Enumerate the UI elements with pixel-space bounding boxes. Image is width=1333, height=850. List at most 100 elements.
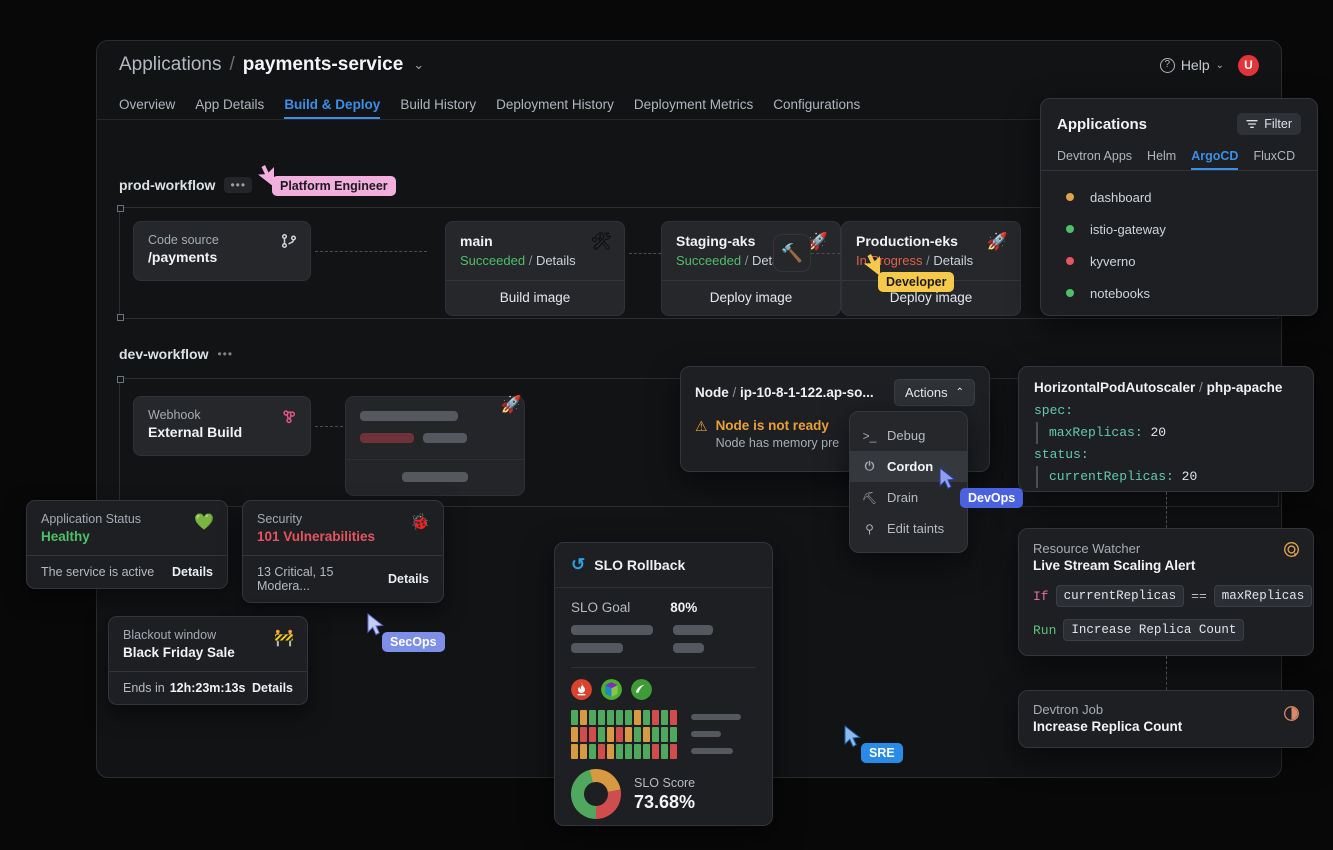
heatmap-cell bbox=[616, 744, 623, 759]
apps-tab-argocd[interactable]: ArgoCD bbox=[1191, 149, 1238, 170]
applications-panel-header: Applications Filter bbox=[1041, 99, 1317, 141]
production-details-link[interactable]: Details bbox=[933, 253, 974, 268]
node-build[interactable]: main Succeeded / Details 🛠 Build image bbox=[445, 221, 625, 316]
slo-goal-value: 80% bbox=[670, 600, 698, 615]
list-item[interactable]: istio-gateway bbox=[1057, 213, 1301, 245]
node-warning-text: Node is not ready Node has memory pre bbox=[716, 418, 840, 450]
applications-panel-title: Applications bbox=[1057, 115, 1148, 133]
heatmap-cell bbox=[589, 727, 596, 742]
tab-deployment-metrics[interactable]: Deployment Metrics bbox=[633, 97, 754, 112]
filter-button[interactable]: Filter bbox=[1237, 113, 1301, 135]
skeleton-node[interactable]: 🚀 bbox=[345, 395, 525, 496]
application-status-card[interactable]: Application Status Healthy 💚 The service… bbox=[26, 500, 228, 589]
cursor-secops: SecOps bbox=[366, 612, 445, 652]
staging-name: Staging-aks bbox=[676, 233, 756, 249]
connector-watcher-to-job bbox=[1166, 656, 1167, 690]
build-details-link[interactable]: Details bbox=[535, 253, 576, 268]
yaml-line: spec: bbox=[1034, 400, 1298, 422]
blackout-label: Blackout window bbox=[123, 628, 217, 642]
tab-build-and-deploy[interactable]: Build & Deploy bbox=[284, 97, 380, 119]
node-panel-header: Node / ip-10-8-1-122.ap-so... Actions ⌃ bbox=[681, 367, 989, 406]
chevron-down-icon[interactable]: ⌄ bbox=[413, 57, 425, 72]
apps-tab-fluxcd[interactable]: FluxCD bbox=[1253, 149, 1296, 163]
run-keyword: Run bbox=[1033, 622, 1057, 638]
tab-deployment-history[interactable]: Deployment History bbox=[496, 97, 614, 112]
dev-workflow-menu-button[interactable]: ••• bbox=[217, 347, 234, 361]
yaml-key: status bbox=[1034, 447, 1081, 462]
yaml-key: spec bbox=[1034, 403, 1066, 418]
skeleton-node-body: 🚀 bbox=[346, 395, 524, 443]
drain-icon: ⛏ bbox=[862, 490, 878, 505]
rocket-icon: 🚀 bbox=[500, 395, 522, 414]
actions-button[interactable]: Actions ⌃ bbox=[893, 379, 975, 406]
slo-score-text: SLO Score 73.68% bbox=[634, 776, 695, 813]
apps-tab-helm[interactable]: Helm bbox=[1147, 149, 1177, 163]
yaml-colon: : bbox=[1080, 447, 1089, 462]
node-webhook[interactable]: Webhook External Build bbox=[133, 396, 311, 456]
back-arrow-icon[interactable]: ↺ bbox=[571, 555, 586, 574]
job-status-icon bbox=[1284, 706, 1299, 721]
condition-operator: == bbox=[1191, 588, 1207, 604]
run-action-chip[interactable]: Increase Replica Count bbox=[1063, 619, 1245, 641]
help-button[interactable]: ? Help ⌄ bbox=[1159, 57, 1224, 73]
list-item[interactable]: notebooks bbox=[1057, 277, 1301, 309]
heatmap-cell bbox=[670, 727, 677, 742]
dev-workflow-name: dev-workflow bbox=[119, 346, 209, 362]
taint-icon: ⚲ bbox=[865, 521, 874, 536]
heatmap-cell bbox=[661, 710, 668, 725]
yaml-line: maxReplicas: 20 bbox=[1036, 422, 1298, 444]
node-code-source[interactable]: Code source /payments bbox=[133, 221, 311, 281]
slo-skeleton-row bbox=[571, 643, 756, 653]
heatmap-legend-skeleton bbox=[691, 710, 741, 754]
divider bbox=[571, 667, 756, 668]
blackout-window-card[interactable]: Blackout window Black Friday Sale 🚧 Ends… bbox=[108, 616, 308, 705]
security-label: Security bbox=[257, 512, 303, 526]
heatmap-cell bbox=[589, 744, 596, 759]
status-dot-icon bbox=[1066, 289, 1074, 297]
heatmap-cell bbox=[643, 710, 650, 725]
app-header: Applications / payments-service ⌄ ? Help… bbox=[97, 41, 1281, 89]
menu-item-drain[interactable]: ⛏ Drain bbox=[850, 482, 967, 513]
breadcrumb-root[interactable]: Applications bbox=[119, 54, 222, 75]
slo-goal-label: SLO Goal bbox=[571, 600, 631, 615]
build-image-button[interactable]: Build image bbox=[446, 280, 624, 314]
tab-configurations[interactable]: Configurations bbox=[773, 97, 861, 112]
apps-tab-devtron[interactable]: Devtron Apps bbox=[1057, 149, 1133, 163]
slo-score-value: 73.68% bbox=[634, 791, 696, 812]
connector-approval-to-production bbox=[811, 253, 851, 254]
application-status-value: Healthy bbox=[41, 529, 90, 544]
app-name: dashboard bbox=[1090, 189, 1152, 205]
build-status: Succeeded bbox=[460, 253, 526, 268]
staging-deploy-image-button[interactable]: Deploy image bbox=[662, 280, 840, 314]
actions-dropdown-menu: >_ Debug ⏻ Cordon ⛏ Drain ⚲ Edit taints bbox=[849, 411, 968, 553]
heatmap-cell bbox=[652, 727, 659, 742]
breadcrumb-current[interactable]: payments-service bbox=[242, 54, 404, 75]
slo-heatmap bbox=[571, 710, 756, 759]
webhook-label: Webhook bbox=[148, 408, 201, 422]
condition-left-chip[interactable]: currentReplicas bbox=[1055, 585, 1185, 607]
menu-item-cordon[interactable]: ⏻ Cordon bbox=[850, 451, 967, 482]
condition-right-chip[interactable]: maxReplicas bbox=[1213, 585, 1313, 607]
application-status-details-link[interactable]: Details bbox=[172, 565, 213, 579]
connector-source-to-build bbox=[315, 251, 427, 252]
webhook-icon bbox=[283, 410, 296, 424]
avatar[interactable]: U bbox=[1238, 54, 1259, 76]
prod-workflow-menu-button[interactable]: ••• bbox=[224, 177, 253, 193]
tab-overview[interactable]: Overview bbox=[119, 97, 176, 112]
cursor-developer: Developer bbox=[862, 252, 955, 292]
build-branch-name: main bbox=[460, 233, 493, 249]
security-details-link[interactable]: Details bbox=[388, 572, 429, 586]
status-separator: / bbox=[926, 253, 930, 268]
list-item[interactable]: kyverno bbox=[1057, 245, 1301, 277]
menu-item-debug[interactable]: >_ Debug bbox=[850, 420, 967, 451]
security-card[interactable]: Security 101 Vulnerabilities 🐞 13 Critic… bbox=[242, 500, 444, 603]
node-staging[interactable]: Staging-aks Succeeded / Details 🚀 Deploy… bbox=[661, 221, 841, 316]
approval-gate-button[interactable]: 🔨 bbox=[773, 234, 811, 272]
blackout-details-link[interactable]: Details bbox=[252, 681, 293, 695]
if-keyword: If bbox=[1033, 588, 1049, 604]
list-item[interactable]: dashboard bbox=[1057, 181, 1301, 213]
slo-score-donut bbox=[571, 769, 621, 819]
tab-app-details[interactable]: App Details bbox=[195, 97, 265, 112]
tab-build-history[interactable]: Build History bbox=[400, 97, 477, 112]
menu-item-edit-taints[interactable]: ⚲ Edit taints bbox=[850, 513, 967, 544]
